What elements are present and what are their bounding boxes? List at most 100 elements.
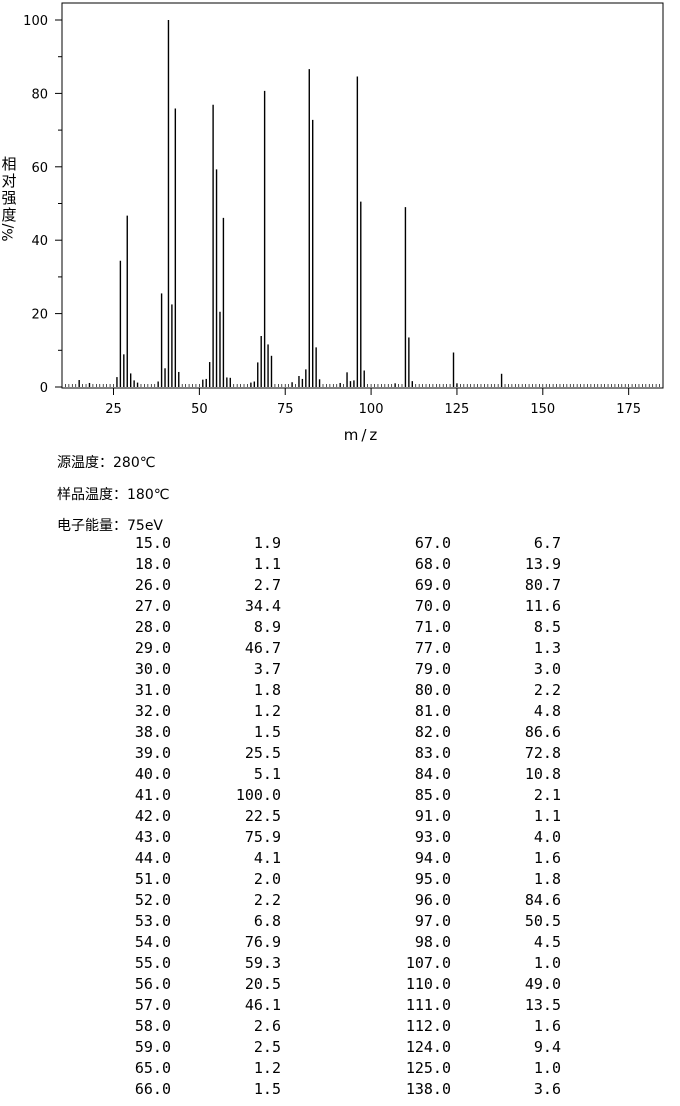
mz-cell: 107.0 [405, 954, 451, 972]
intensity-cell: 72.8 [524, 744, 561, 762]
spectrum-peaks [78, 20, 503, 387]
mz-cell: 52.0 [134, 891, 171, 909]
intensity-cell: 8.5 [533, 618, 561, 636]
mz-cell: 79.0 [414, 660, 451, 678]
y-tick-label: 0 [40, 381, 48, 396]
intensity-cell: 1.5 [253, 723, 281, 741]
mz-cell: 30.0 [134, 660, 171, 678]
intensity-cell: 1.8 [253, 681, 281, 699]
mz-cell: 41.0 [134, 786, 171, 804]
intensity-cell: 34.4 [244, 597, 281, 615]
mz-cell: 68.0 [414, 555, 451, 573]
table-row: 53.0 6.8 97.0 50.5 [0, 912, 680, 933]
table-row: 51.0 2.0 95.0 1.8 [0, 870, 680, 891]
table-row: 15.0 1.9 67.0 6.7 [0, 534, 680, 555]
mz-cell: 81.0 [414, 702, 451, 720]
mz-cell: 58.0 [134, 1017, 171, 1035]
x-minor-ticks [65, 384, 660, 387]
mz-cell: 54.0 [134, 933, 171, 951]
mz-cell: 38.0 [134, 723, 171, 741]
intensity-cell: 1.9 [253, 534, 281, 552]
mz-cell: 26.0 [134, 576, 171, 594]
mz-cell: 93.0 [414, 828, 451, 846]
intensity-cell: 6.7 [533, 534, 561, 552]
intensity-cell: 5.1 [253, 765, 281, 783]
intensity-cell: 11.6 [524, 597, 561, 615]
mz-cell: 112.0 [405, 1017, 451, 1035]
table-row: 55.0 59.3 107.0 1.0 [0, 954, 680, 975]
table-row: 28.0 8.9 71.0 8.5 [0, 618, 680, 639]
mz-cell: 39.0 [134, 744, 171, 762]
mz-cell: 27.0 [134, 597, 171, 615]
mz-cell: 29.0 [134, 639, 171, 657]
mz-cell: 83.0 [414, 744, 451, 762]
intensity-cell: 10.8 [524, 765, 561, 783]
sample-temperature: 样品温度：180℃ [57, 487, 170, 503]
table-row: 27.0 34.4 70.0 11.6 [0, 597, 680, 618]
intensity-cell: 49.0 [524, 975, 561, 993]
mz-cell: 67.0 [414, 534, 451, 552]
x-tick-label: 100 [359, 402, 384, 417]
y-axis-label-char: 对 [1, 172, 17, 190]
y-tick-label: 40 [31, 234, 48, 249]
intensity-cell: 4.0 [533, 828, 561, 846]
mz-cell: 56.0 [134, 975, 171, 993]
intensity-cell: 1.3 [533, 639, 561, 657]
mz-cell: 97.0 [414, 912, 451, 930]
intensity-cell: 20.5 [244, 975, 281, 993]
mz-cell: 96.0 [414, 891, 451, 909]
mz-cell: 57.0 [134, 996, 171, 1014]
table-row: 38.0 1.5 82.0 86.6 [0, 723, 680, 744]
intensity-cell: 1.0 [533, 954, 561, 972]
intensity-cell: 2.7 [253, 576, 281, 594]
table-row: 56.0 20.5 110.0 49.0 [0, 975, 680, 996]
intensity-cell: 75.9 [244, 828, 281, 846]
mz-cell: 28.0 [134, 618, 171, 636]
table-row: 65.0 1.2 125.0 1.0 [0, 1059, 680, 1080]
x-axis-label: m/z [344, 426, 381, 444]
x-tick-label: 150 [530, 402, 555, 417]
intensity-cell: 1.8 [533, 870, 561, 888]
intensity-cell: 76.9 [244, 933, 281, 951]
mz-cell: 18.0 [134, 555, 171, 573]
y-axis-ticks: 0 20 40 60 80 100 [23, 14, 62, 396]
intensity-cell: 4.5 [533, 933, 561, 951]
y-axis-label-char: 度 [1, 206, 17, 224]
intensity-cell: 1.2 [253, 1059, 281, 1077]
table-row: 42.0 22.5 91.0 1.1 [0, 807, 680, 828]
x-tick-label: 175 [616, 402, 641, 417]
intensity-cell: 3.6 [533, 1080, 561, 1098]
intensity-cell: 46.7 [244, 639, 281, 657]
table-row: 26.0 2.7 69.0 80.7 [0, 576, 680, 597]
mz-cell: 95.0 [414, 870, 451, 888]
table-row: 54.0 76.9 98.0 4.5 [0, 933, 680, 954]
intensity-cell: 1.1 [533, 807, 561, 825]
mass-spectrum-chart: 25 50 75 100 125 150 175 0 20 40 60 80 100 m/z [23, 2, 664, 444]
intensity-cell: 2.2 [253, 891, 281, 909]
y-tick-label: 20 [31, 308, 48, 323]
intensity-cell: 8.9 [253, 618, 281, 636]
mz-cell: 124.0 [405, 1038, 451, 1056]
intensity-cell: 46.1 [244, 996, 281, 1014]
mz-cell: 94.0 [414, 849, 451, 867]
mz-cell: 70.0 [414, 597, 451, 615]
table-row: 66.0 1.5 138.0 3.6 [0, 1080, 680, 1101]
intensity-cell: 6.8 [253, 912, 281, 930]
table-row: 30.0 3.7 79.0 3.0 [0, 660, 680, 681]
plot-frame [61, 2, 664, 389]
x-tick-label: 125 [445, 402, 470, 417]
table-row: 57.0 46.1 111.0 13.5 [0, 996, 680, 1017]
mz-cell: 80.0 [414, 681, 451, 699]
mz-cell: 59.0 [134, 1038, 171, 1056]
intensity-cell: 2.1 [533, 786, 561, 804]
mz-cell: 31.0 [134, 681, 171, 699]
mz-cell: 55.0 [134, 954, 171, 972]
mz-cell: 53.0 [134, 912, 171, 930]
intensity-cell: 1.1 [253, 555, 281, 573]
mz-cell: 69.0 [414, 576, 451, 594]
mz-cell: 91.0 [414, 807, 451, 825]
intensity-cell: 3.0 [533, 660, 561, 678]
x-tick-label: 75 [277, 402, 294, 417]
table-row: 32.0 1.2 81.0 4.8 [0, 702, 680, 723]
x-tick-label: 25 [105, 402, 122, 417]
